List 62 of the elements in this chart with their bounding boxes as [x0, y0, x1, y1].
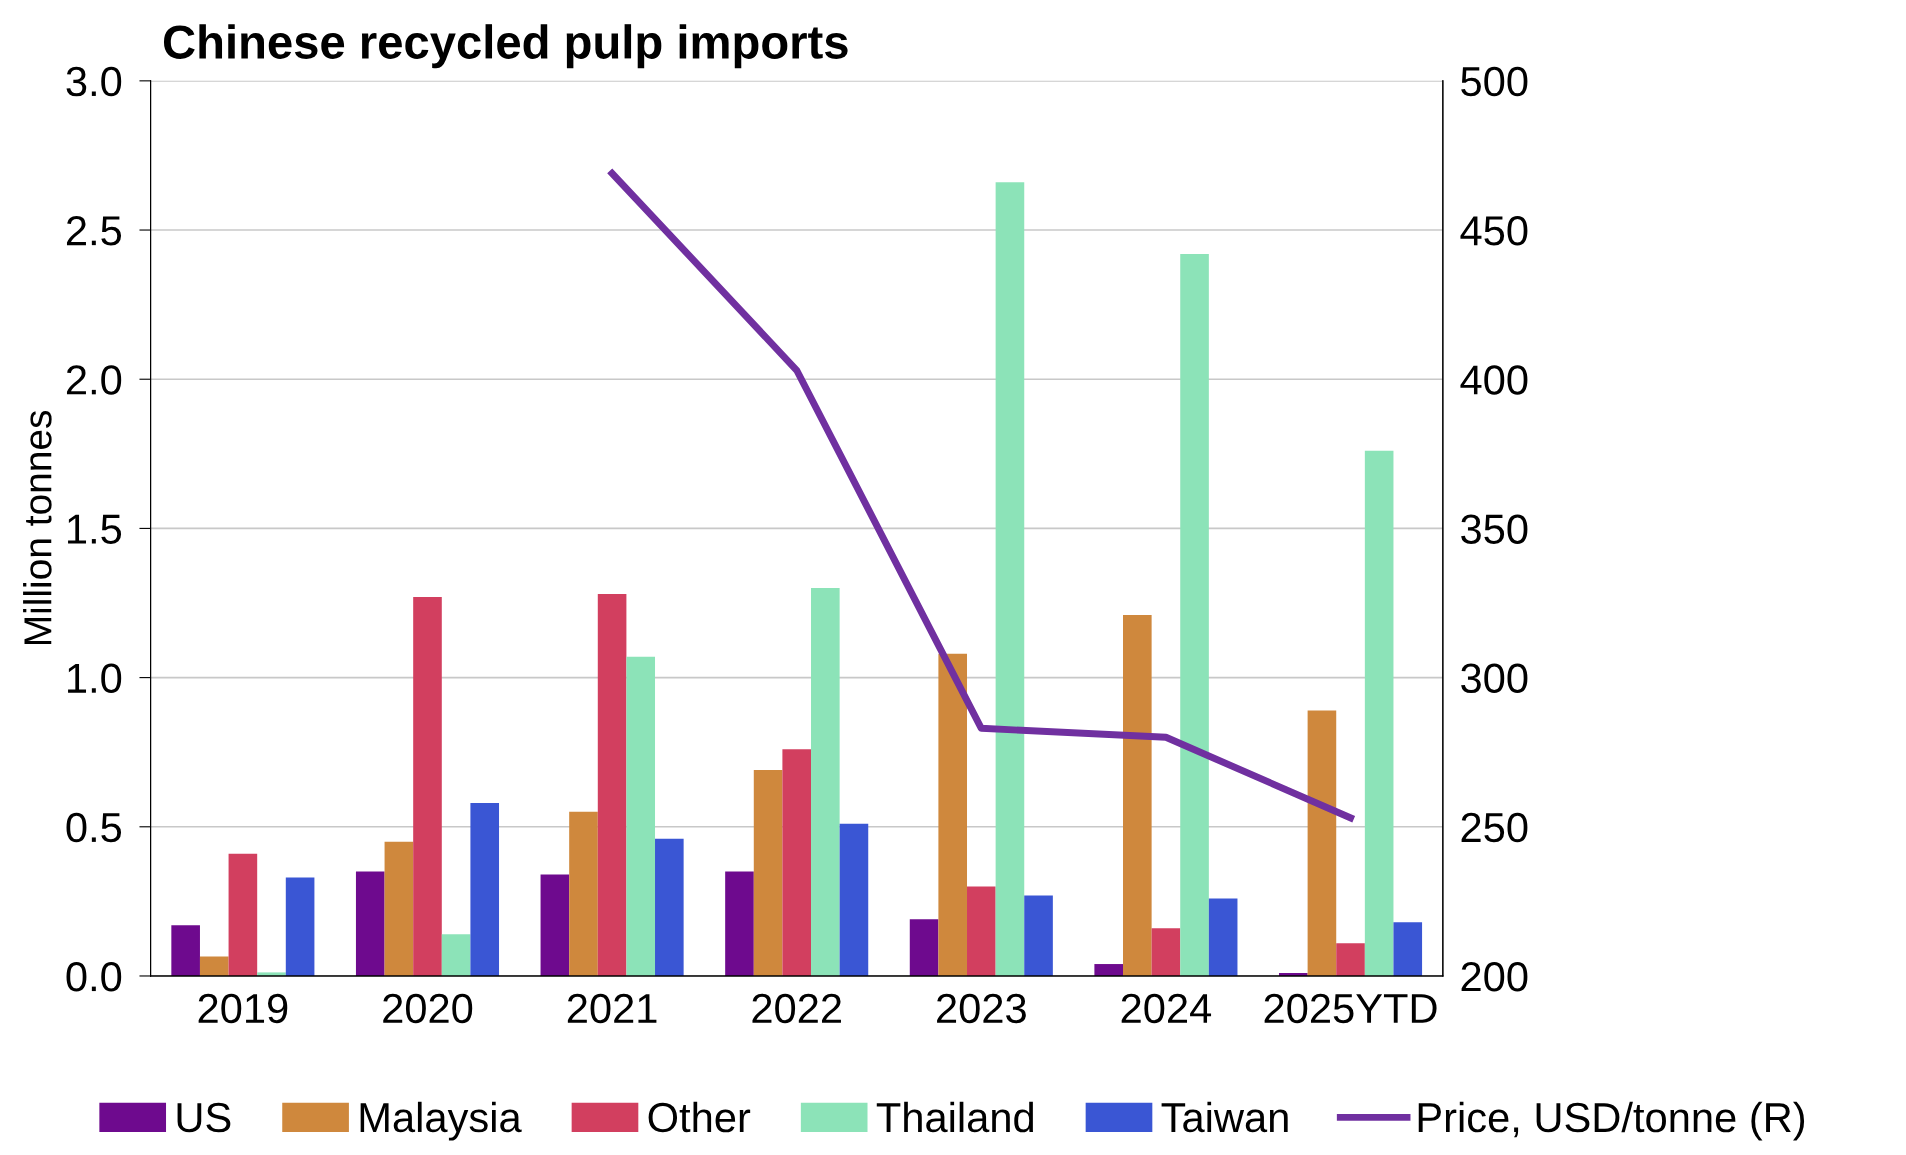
bar [753, 770, 783, 976]
bar [285, 877, 315, 976]
bar [811, 588, 840, 976]
bar [1307, 710, 1337, 976]
bar [839, 823, 869, 976]
y-tick-label: 2.5 [66, 216, 122, 246]
bar [1180, 253, 1209, 976]
bar [441, 934, 471, 976]
legend-label: Price, USD/tonne (R) [1418, 1101, 1805, 1141]
bar [1151, 928, 1181, 976]
x-tick-label: 2024 [1121, 993, 1212, 1024]
bar [1393, 922, 1423, 976]
x-tick-label: 2019 [198, 993, 288, 1024]
y-axis-title: Million tonnes [23, 410, 52, 645]
legend-label: US [177, 1102, 231, 1133]
bar [938, 653, 968, 976]
y-tick-label: 3.0 [66, 66, 122, 97]
y2-tick-label: 500 [1461, 66, 1528, 97]
legend-label: Taiwan [1161, 1101, 1288, 1133]
bar [470, 802, 500, 976]
bar [995, 182, 1025, 976]
y2-tick-label: 350 [1461, 514, 1528, 544]
y-tick-label: 1.0 [68, 663, 122, 694]
y-tick-label: 0.0 [66, 961, 122, 992]
bar [626, 656, 656, 976]
y-tick-label: 0.5 [66, 812, 122, 843]
bar [909, 919, 939, 976]
x-tick-label: 2020 [383, 993, 473, 1024]
bar [1094, 964, 1124, 976]
bar [782, 749, 812, 976]
bar [1024, 895, 1053, 976]
bar [355, 871, 385, 976]
legend-label: Thailand [876, 1101, 1033, 1133]
bar [1208, 898, 1238, 976]
x-tick-label: 2021 [567, 993, 657, 1024]
y2-tick-label: 300 [1461, 663, 1528, 694]
y2-tick-label: 250 [1461, 812, 1528, 843]
y-tick-label: 1.5 [68, 514, 122, 544]
bar [199, 956, 229, 976]
bar [540, 874, 570, 976]
bar [1123, 614, 1152, 976]
bar [171, 925, 200, 976]
bar [413, 597, 442, 976]
legend-label: Other [648, 1101, 751, 1133]
bar [1364, 450, 1394, 976]
bar [569, 811, 598, 976]
y2-tick-label: 200 [1461, 961, 1528, 992]
y2-tick-label: 450 [1460, 216, 1528, 246]
x-tick-label: 2022 [752, 993, 841, 1024]
legend-label: Malaysia [360, 1101, 522, 1141]
bar [597, 594, 627, 976]
y2-tick-label: 400 [1460, 365, 1528, 395]
x-tick-label: 2025YTD [1264, 993, 1437, 1024]
y-tick-label: 2.0 [66, 365, 122, 395]
bar [655, 838, 684, 976]
bar [967, 886, 996, 976]
bar [384, 841, 414, 976]
x-tick-label: 2023 [937, 993, 1026, 1024]
bar [725, 871, 754, 976]
chart-title: Chinese recycled pulp imports [163, 24, 848, 69]
bar [1336, 943, 1365, 976]
bar [228, 853, 258, 976]
